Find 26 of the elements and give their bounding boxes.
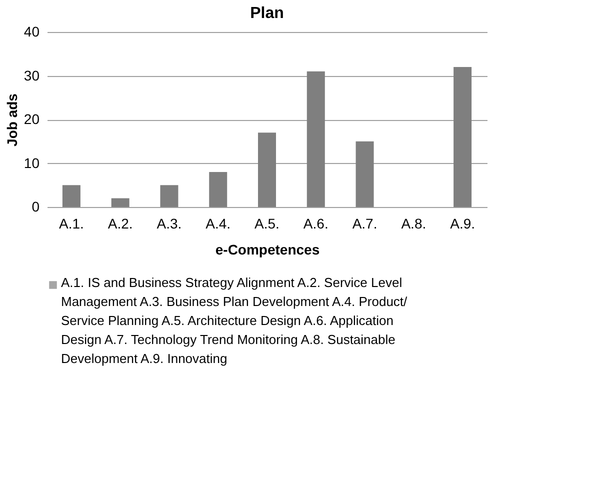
y-tick-label: 10 bbox=[24, 154, 40, 171]
bar bbox=[454, 67, 472, 207]
bar bbox=[111, 198, 130, 207]
x-axis-title: e-Competences bbox=[215, 242, 320, 258]
x-tick-label: A.4. bbox=[206, 216, 231, 232]
x-tick-label: A.5. bbox=[254, 216, 280, 232]
y-tick-label: 30 bbox=[24, 67, 40, 84]
x-tick-label: A.8. bbox=[401, 216, 426, 232]
y-tick-label: 40 bbox=[24, 24, 40, 40]
bar bbox=[356, 141, 374, 207]
x-tick-label: A.7. bbox=[352, 216, 378, 232]
bar bbox=[306, 71, 325, 207]
x-tick-label: A.2. bbox=[108, 216, 133, 232]
x-tick-label: A.6. bbox=[303, 216, 328, 232]
y-tick-label: 0 bbox=[32, 198, 40, 214]
chart-title: Plan bbox=[250, 5, 284, 22]
y-axis-title: Job ads bbox=[4, 93, 20, 146]
bar bbox=[209, 172, 228, 207]
y-tick-label: 20 bbox=[24, 111, 40, 127]
x-tick-label: A.9. bbox=[450, 216, 476, 232]
legend-label: A.1. IS and Business Strategy Alignment A.2. Service Level Management A.3. Business Plan Development A.4. Product/ Service Planning A.5. Architecture Design A.6. Application Design A.7. Technology Trend Monitoring A.8. Sustainable Development A.9. Innovating bbox=[61, 275, 408, 366]
bar bbox=[258, 132, 276, 207]
bar bbox=[160, 185, 178, 207]
x-tick-label: A.1. bbox=[58, 216, 84, 232]
x-tick-label: A.3. bbox=[156, 216, 182, 232]
bar bbox=[62, 185, 80, 207]
